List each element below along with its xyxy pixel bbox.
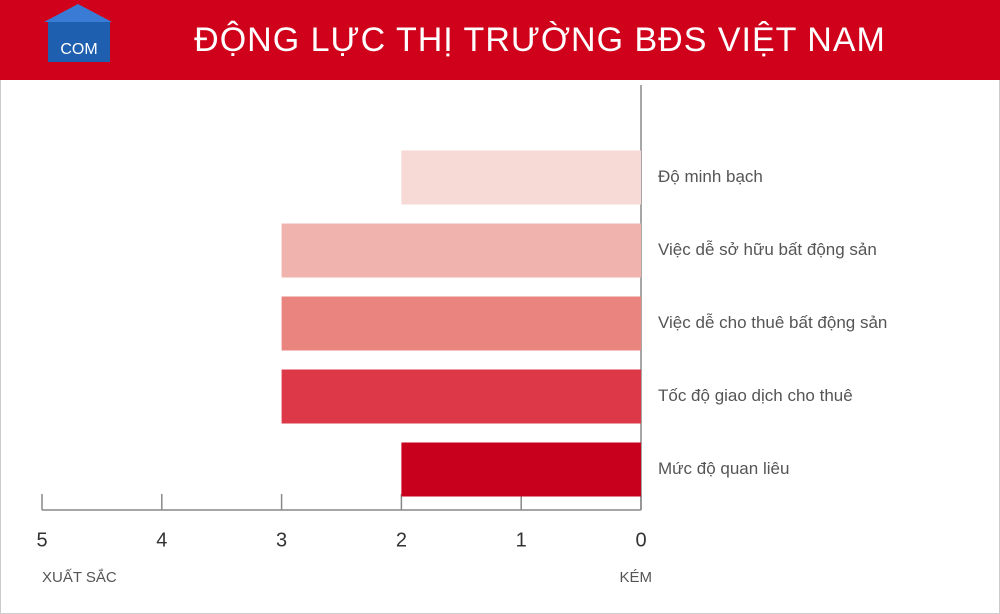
bar	[281, 369, 641, 424]
category-label: Độ minh bạch	[658, 167, 763, 186]
x-tick-label: 0	[635, 529, 646, 551]
x-tick-label: 5	[36, 529, 47, 551]
x-end-label: KÉM	[619, 569, 652, 586]
x-tick-label: 1	[516, 529, 527, 551]
logo-body	[48, 22, 110, 62]
x-tick-label: 2	[396, 529, 407, 551]
category-label: Tốc độ giao dịch cho thuê	[658, 386, 853, 405]
x-tick-label: 3	[276, 529, 287, 551]
bar	[281, 296, 641, 351]
bar	[281, 223, 641, 278]
chart-title: ĐỘNG LỰC THỊ TRƯỜNG BĐS VIỆT NAM	[194, 21, 886, 59]
bar	[401, 150, 641, 205]
logo-text: COM	[60, 41, 97, 58]
title-bar	[0, 0, 1000, 80]
category-label: Mức độ quan liêu	[658, 459, 789, 478]
category-label: Việc dễ cho thuê bất động sản	[658, 313, 887, 332]
x-tick-label: 4	[156, 529, 167, 551]
bar	[401, 442, 641, 497]
logo-roof	[44, 4, 112, 22]
category-label: Việc dễ sở hữu bất động sản	[658, 240, 877, 259]
x-end-label: XUẤT SẮC	[42, 568, 117, 586]
